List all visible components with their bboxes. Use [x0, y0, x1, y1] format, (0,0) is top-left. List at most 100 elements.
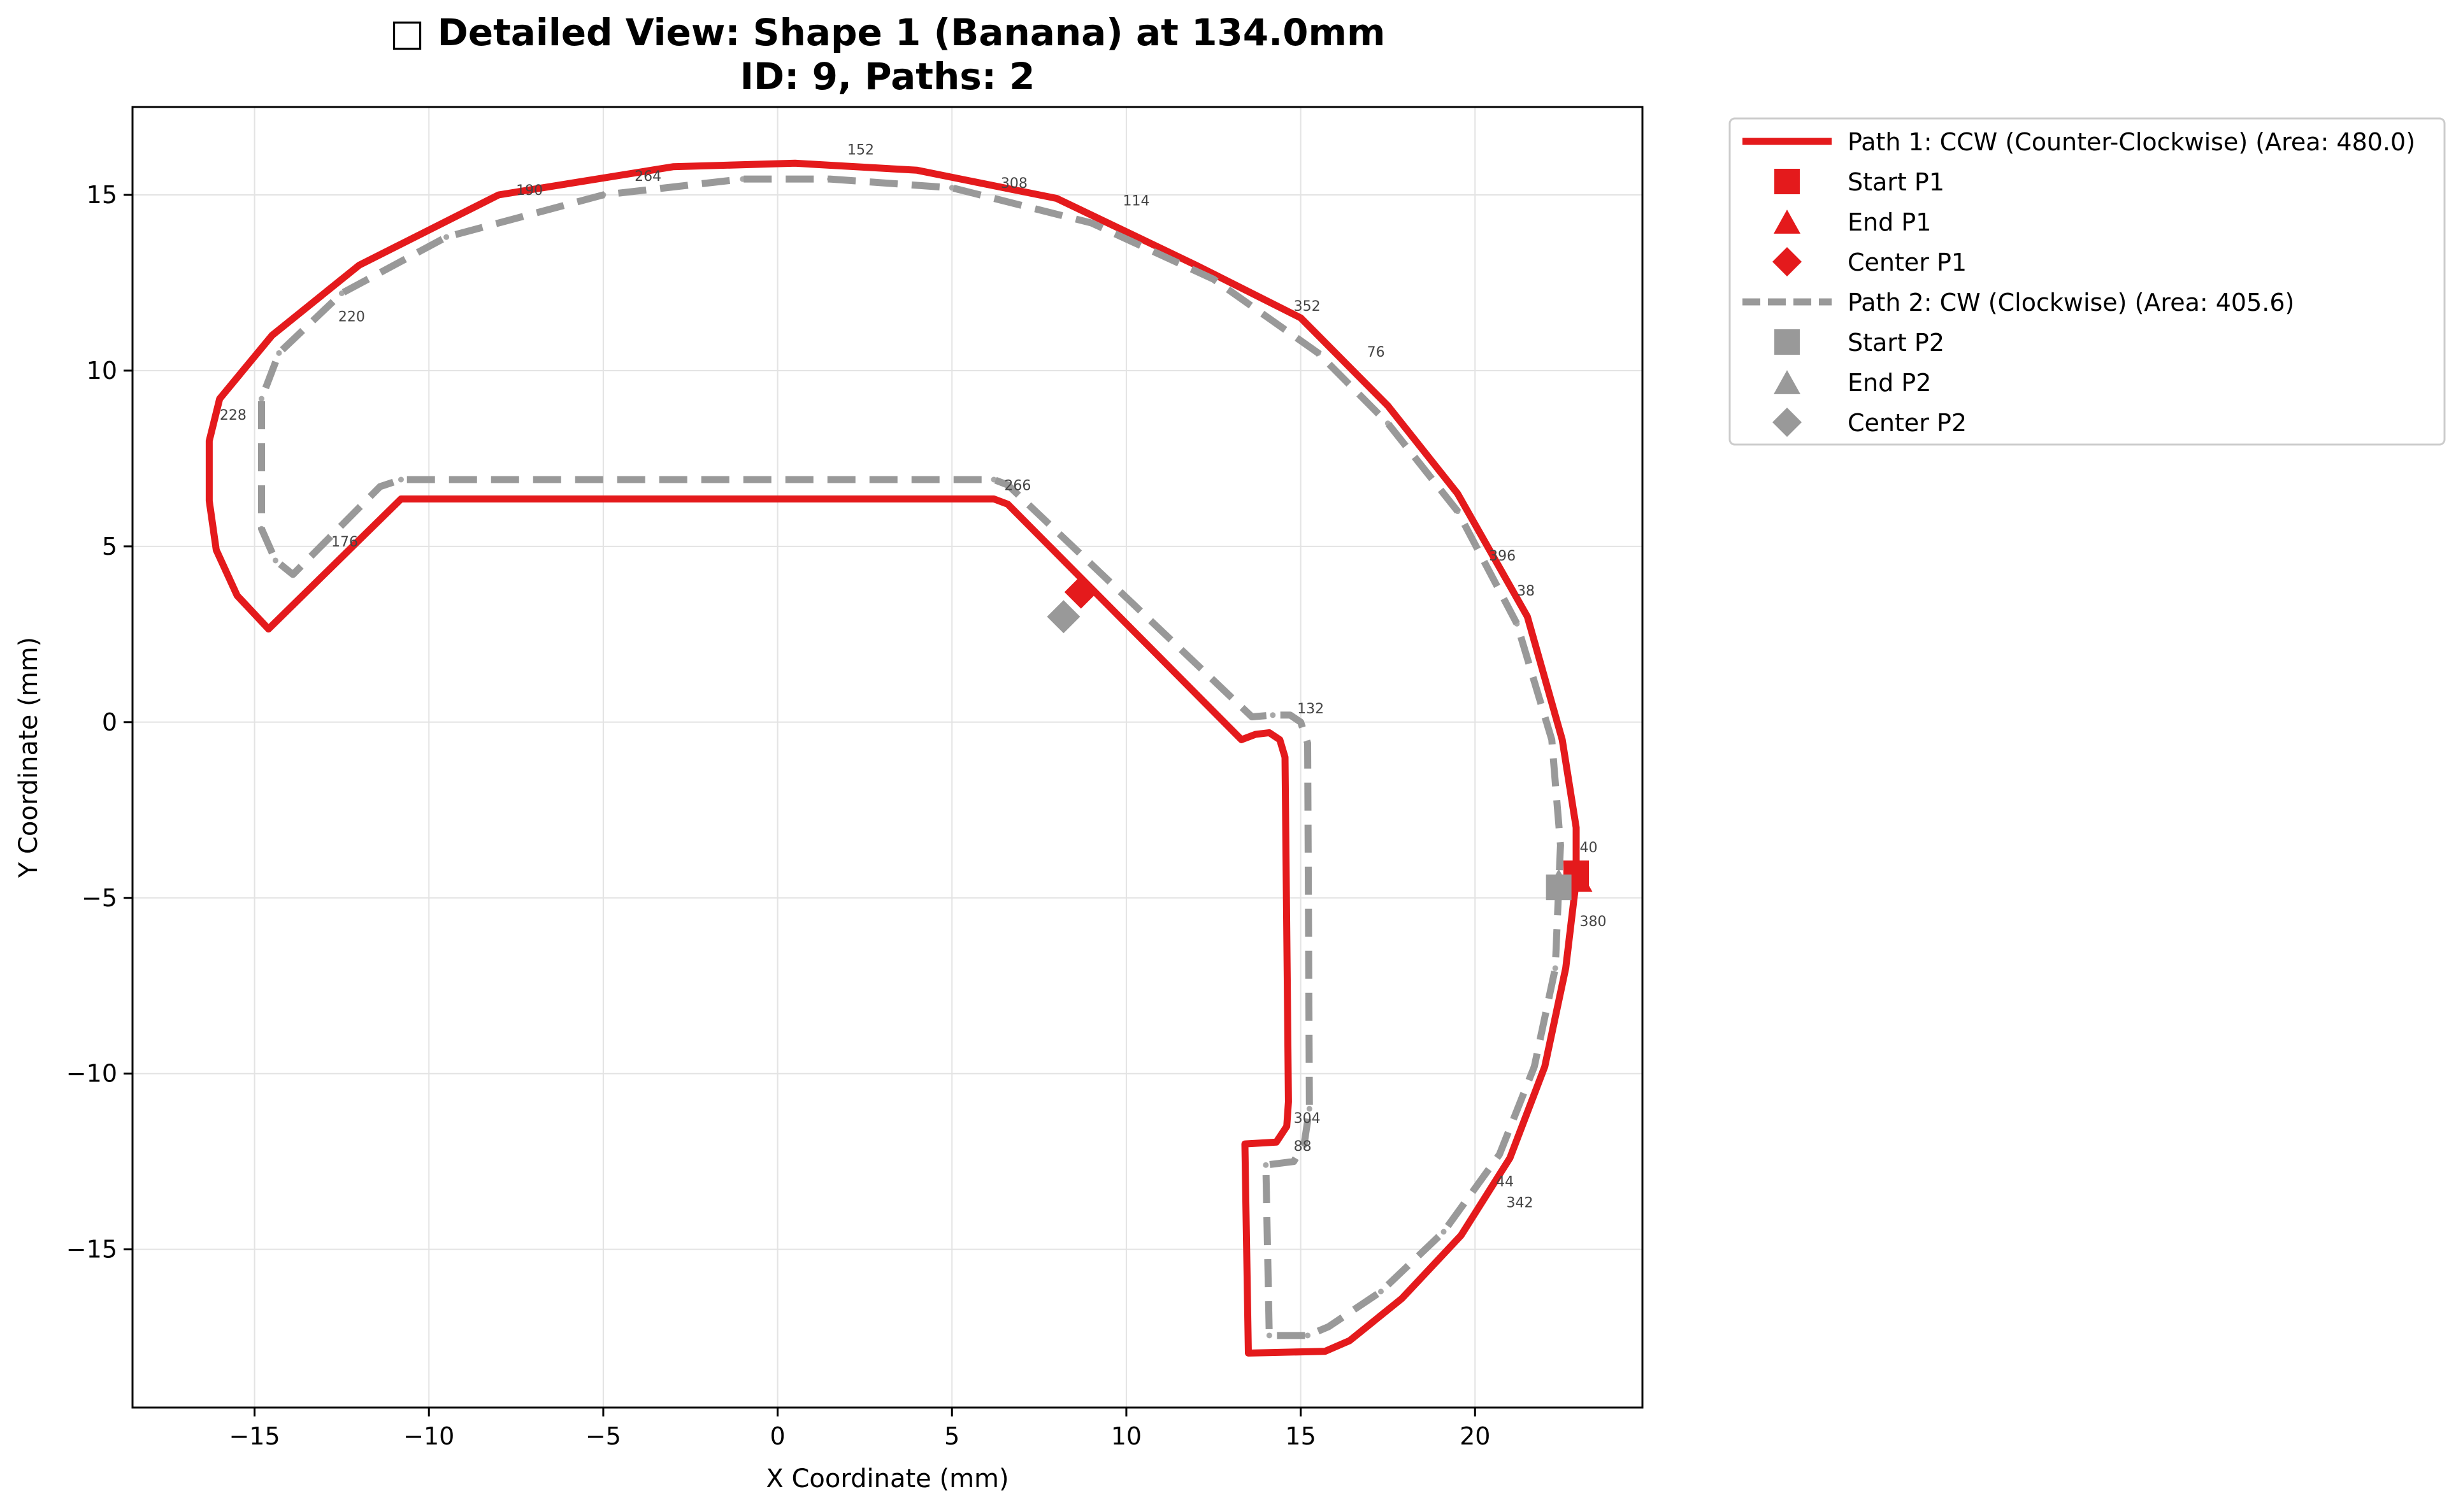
- chart-subtitle: ID: 9, Paths: 2: [740, 55, 1035, 98]
- legend-swatch-triangle: [1774, 210, 1800, 234]
- x-tick-label: −15: [229, 1422, 280, 1450]
- series-2-point: [1315, 350, 1321, 356]
- legend-entry-label: Start P1: [1848, 168, 1944, 196]
- series-2-point: [949, 185, 955, 191]
- y-axis-label: Y Coordinate (mm): [14, 637, 43, 878]
- series-1-point: [1563, 965, 1569, 971]
- legend-entry-label: Start P2: [1848, 329, 1944, 357]
- series-1-point: [356, 262, 363, 268]
- series-1-point: [1384, 403, 1391, 409]
- series-2-point: [1291, 1159, 1297, 1165]
- y-tick-label: −10: [66, 1060, 117, 1088]
- x-tick-label: 20: [1460, 1422, 1490, 1450]
- series-1-point: [1273, 1139, 1279, 1145]
- series-2-point: [1005, 481, 1011, 488]
- end-marker-p2: [1546, 869, 1572, 892]
- legend-entry-label: Center P1: [1848, 248, 1967, 276]
- legend-entry-label: End P2: [1848, 369, 1931, 397]
- series-2-point: [827, 176, 833, 182]
- marker-layer: [1047, 575, 1593, 901]
- series-2-point: [1305, 740, 1311, 746]
- y-tick-label: 5: [102, 532, 117, 560]
- center-marker-p2: [1047, 600, 1081, 634]
- legend: Path 1: CCW (Counter-Clockwise) (Area: 4…: [1728, 117, 2446, 446]
- series-1-point: [1239, 736, 1245, 743]
- point-index-label: 380: [1579, 914, 1606, 930]
- series-1-point: [1458, 1232, 1464, 1239]
- series-2-point: [1557, 842, 1563, 848]
- series-layer: [205, 159, 1580, 1357]
- x-tick-label: 5: [944, 1422, 959, 1450]
- point-index-label: 396: [1489, 548, 1516, 564]
- legend-swatch-diamond: [1772, 408, 1802, 437]
- point-index-label: 304: [1294, 1111, 1321, 1127]
- series-2-point: [1088, 220, 1095, 226]
- series-1-point: [1524, 613, 1530, 620]
- point-index-label: 190: [516, 183, 543, 199]
- x-tick-label: −10: [403, 1422, 454, 1450]
- point-index-label: 264: [635, 169, 661, 185]
- series-1-point: [206, 497, 212, 504]
- legend-swatch-triangle: [1774, 370, 1800, 394]
- series-1-point: [1573, 824, 1579, 831]
- x-tick-label: 15: [1285, 1422, 1316, 1450]
- series-2-point: [1301, 1141, 1307, 1147]
- series-2-point: [1210, 276, 1217, 282]
- series-2-point: [1306, 1106, 1312, 1112]
- series-1-point: [1346, 1337, 1353, 1344]
- series-1-point: [1507, 1155, 1513, 1161]
- point-index-label: 228: [220, 408, 247, 424]
- series-2-point: [1270, 712, 1276, 718]
- series-2-point: [1549, 736, 1555, 743]
- series-1-point: [991, 496, 997, 502]
- series-2-point: [1454, 508, 1461, 515]
- series-2-point: [272, 557, 278, 564]
- point-label-layer: 152 308 114 190 264 220 228 352 76 266 176 396 38 132…: [220, 143, 1607, 1211]
- legend-swatch-diamond: [1772, 247, 1802, 276]
- series-1-point: [1285, 1099, 1291, 1105]
- series-1-point: [914, 167, 921, 173]
- series-2-point: [1298, 719, 1304, 725]
- series-2-point: [1305, 1332, 1311, 1339]
- series-1-point: [1266, 729, 1272, 736]
- point-index-label: 76: [1367, 345, 1385, 360]
- series-1-point: [1246, 1350, 1252, 1356]
- x-tick-label: 10: [1111, 1422, 1142, 1450]
- end-marker-p1: [1567, 869, 1593, 892]
- y-tick-label: −15: [66, 1236, 117, 1264]
- series-1-point: [1053, 195, 1059, 201]
- series-2-point: [1377, 1288, 1384, 1295]
- series-1-point: [1193, 262, 1199, 268]
- y-tick-label: 15: [87, 181, 117, 209]
- x-tick-label: −5: [585, 1422, 621, 1450]
- series-1-point: [1252, 731, 1258, 738]
- series-2-point: [1514, 620, 1520, 627]
- chart-title: □ Detailed View: Shape 1 (Banana) at 134…: [390, 11, 1386, 54]
- point-index-label: 176: [331, 534, 358, 550]
- point-index-label: 40: [1579, 840, 1597, 856]
- legend-swatch-square: [1774, 169, 1800, 194]
- series-1-point: [792, 160, 798, 166]
- series-2-point: [259, 396, 265, 402]
- series-2-point: [290, 571, 296, 578]
- series-2-point: [1552, 965, 1558, 971]
- series-2-point: [1497, 1152, 1503, 1158]
- point-index-label: 352: [1294, 299, 1321, 315]
- legend-entry-label: End P1: [1848, 208, 1931, 236]
- series-1-point: [269, 332, 275, 339]
- series-path-1: [205, 159, 1580, 1357]
- series-1-point: [1559, 736, 1565, 743]
- series-1-point: [398, 496, 404, 502]
- point-index-label: 88: [1294, 1139, 1312, 1155]
- point-index-label: 152: [847, 143, 874, 159]
- series-2-point: [443, 234, 450, 240]
- center-marker-p1: [1064, 575, 1098, 609]
- series-1-point: [213, 546, 219, 553]
- series-2-point: [1325, 1323, 1332, 1330]
- series-2-point: [1287, 712, 1293, 718]
- legend-frame: [1728, 117, 2446, 446]
- grid-layer: [133, 107, 1642, 1408]
- series-2-point: [1384, 420, 1391, 427]
- series-2-point: [1440, 1229, 1447, 1235]
